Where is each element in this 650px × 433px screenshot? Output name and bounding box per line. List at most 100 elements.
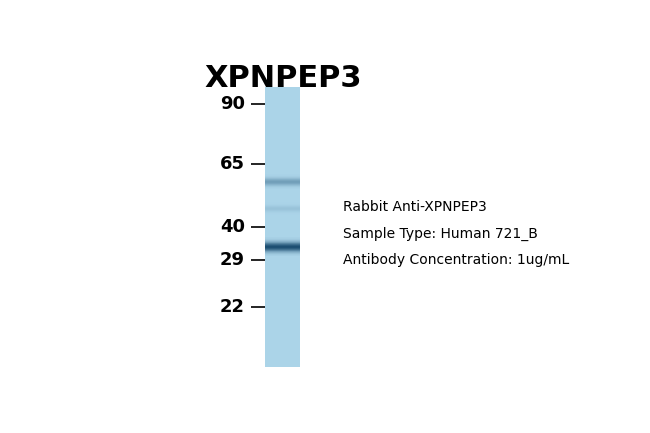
Bar [265, 187, 300, 188]
Bar [265, 181, 300, 182]
Bar [265, 203, 300, 204]
Bar [265, 248, 300, 249]
Bar [265, 178, 300, 179]
Bar [265, 246, 300, 247]
Bar [265, 210, 300, 211]
Bar [265, 238, 300, 239]
Bar [265, 178, 300, 179]
Bar [265, 203, 300, 204]
Bar [265, 209, 300, 210]
Bar [265, 243, 300, 244]
Bar [265, 206, 300, 207]
Bar [265, 179, 300, 180]
Bar [265, 203, 300, 204]
Bar [265, 184, 300, 185]
Bar [265, 254, 300, 255]
Bar [265, 179, 300, 180]
Bar [265, 246, 300, 247]
Bar [265, 174, 300, 175]
Bar [265, 255, 300, 256]
Bar [265, 238, 300, 239]
Bar [265, 187, 300, 188]
Bar [265, 242, 300, 243]
Bar [265, 249, 300, 250]
Bar [265, 245, 300, 246]
Bar [265, 240, 300, 241]
Bar [265, 185, 300, 186]
Bar [265, 212, 300, 213]
Bar [265, 206, 300, 207]
Bar [265, 213, 300, 214]
Bar [265, 176, 300, 177]
Bar [265, 188, 300, 189]
Bar [265, 242, 300, 243]
Bar [265, 213, 300, 214]
Bar [265, 180, 300, 181]
Bar [265, 238, 300, 239]
Bar [265, 209, 300, 210]
Text: 22: 22 [220, 298, 245, 316]
Bar [265, 245, 300, 246]
Text: 40: 40 [220, 218, 245, 236]
Bar [265, 204, 300, 205]
Bar [265, 177, 300, 178]
Bar [265, 179, 300, 180]
Bar [265, 175, 300, 176]
Bar [265, 187, 300, 188]
Bar [265, 207, 300, 208]
Bar [265, 185, 300, 186]
Bar [265, 211, 300, 212]
Bar [265, 187, 300, 188]
Bar [265, 175, 300, 176]
Bar [265, 252, 300, 253]
Bar [265, 208, 300, 209]
Bar [265, 179, 300, 180]
Bar [265, 87, 300, 367]
Bar [265, 239, 300, 240]
Bar [265, 204, 300, 205]
Bar [265, 211, 300, 212]
Bar [265, 243, 300, 244]
Bar [265, 186, 300, 187]
Bar [265, 207, 300, 208]
Bar [265, 212, 300, 213]
Bar [265, 241, 300, 242]
Bar [265, 206, 300, 207]
Bar [265, 254, 300, 255]
Bar [265, 250, 300, 251]
Bar [265, 188, 300, 189]
Bar [265, 209, 300, 210]
Bar [265, 206, 300, 207]
Bar [265, 184, 300, 185]
Bar [265, 178, 300, 179]
Bar [265, 208, 300, 209]
Bar [265, 239, 300, 240]
Bar [265, 176, 300, 177]
Text: Sample Type: Human 721_B: Sample Type: Human 721_B [343, 226, 538, 241]
Bar [265, 207, 300, 208]
Text: Rabbit Anti-XPNPEP3: Rabbit Anti-XPNPEP3 [343, 200, 487, 214]
Bar [265, 204, 300, 205]
Text: 29: 29 [220, 251, 245, 269]
Bar [265, 243, 300, 244]
Bar [265, 255, 300, 256]
Bar [265, 181, 300, 182]
Bar [265, 213, 300, 214]
Bar [265, 250, 300, 251]
Bar [265, 242, 300, 243]
Bar [265, 244, 300, 245]
Bar [265, 210, 300, 211]
Bar [265, 251, 300, 252]
Bar [265, 186, 300, 187]
Bar [265, 180, 300, 181]
Bar [265, 186, 300, 187]
Bar [265, 202, 300, 203]
Bar [265, 184, 300, 185]
Bar [265, 182, 300, 183]
Bar [265, 240, 300, 241]
Bar [265, 252, 300, 253]
Bar [265, 250, 300, 251]
Bar [265, 248, 300, 249]
Bar [265, 251, 300, 252]
Bar [265, 188, 300, 189]
